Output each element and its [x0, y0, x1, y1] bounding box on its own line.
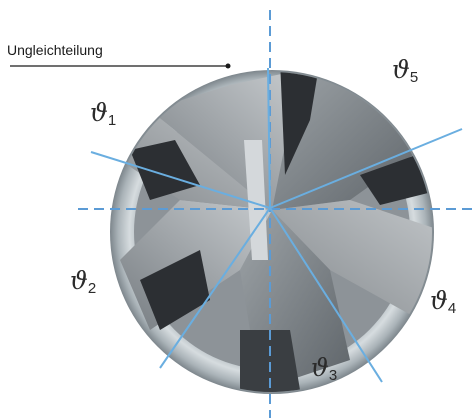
angle-label-3: ϑ3: [311, 353, 337, 384]
division-line-3: [159, 207, 271, 369]
chip-flute-3: [140, 250, 210, 330]
callout-leader-dot: [225, 63, 231, 69]
angle-label-1: ϑ1: [90, 98, 116, 129]
chip-flute-1: [280, 72, 320, 175]
angle-labels: ϑ1 ϑ2 ϑ3 ϑ4 ϑ5: [70, 55, 456, 384]
angle-label-5: ϑ5: [392, 55, 418, 86]
callout-label: Ungleichteilung: [7, 42, 103, 58]
angle-label-2: ϑ2: [70, 266, 96, 297]
division-line-2: [90, 151, 271, 209]
division-line-5: [269, 128, 463, 209]
chip-flute-2: [130, 140, 200, 200]
flute-face-3: [272, 200, 432, 320]
division-line-4: [269, 207, 383, 383]
callout: Ungleichteilung: [7, 42, 231, 69]
division-lines: [90, 67, 463, 383]
end-mill-photo: [110, 70, 434, 394]
reference-axes: [78, 10, 473, 418]
angle-label-4: ϑ4: [430, 286, 456, 317]
center-cutting-edge: [244, 140, 268, 260]
division-line-1: [267, 67, 271, 209]
